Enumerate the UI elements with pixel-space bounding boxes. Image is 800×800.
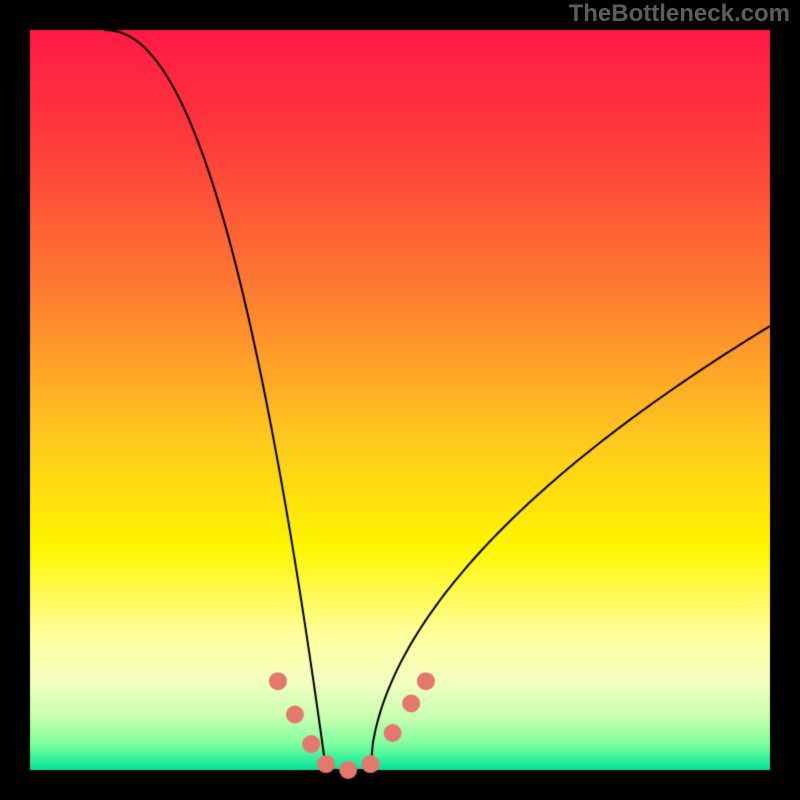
bottleneck-chart: [0, 0, 800, 800]
watermark-text: TheBottleneck.com: [569, 0, 790, 28]
